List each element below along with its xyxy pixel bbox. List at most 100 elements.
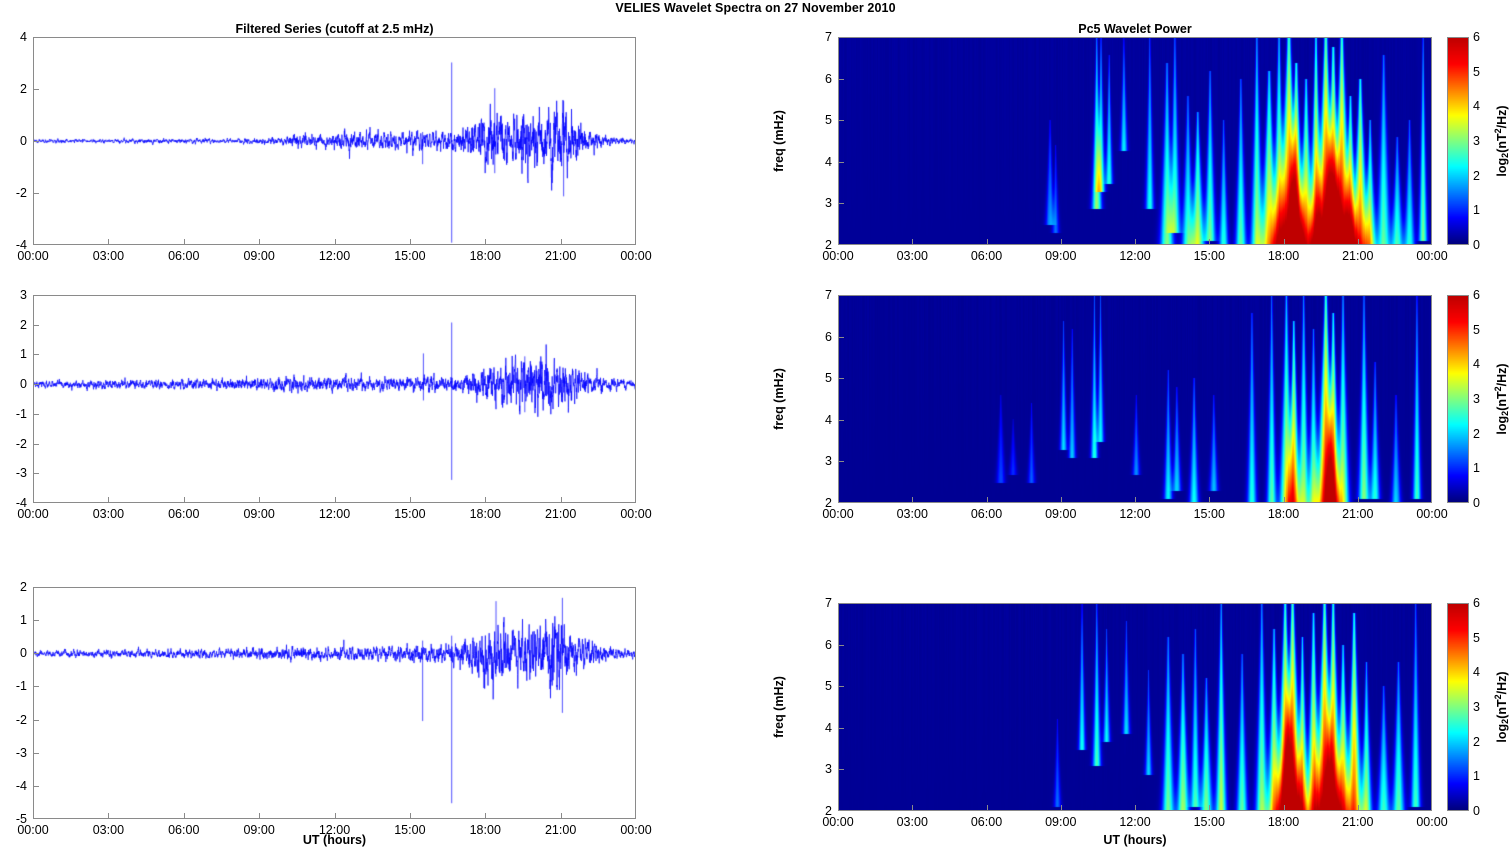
yaxis-label-wavelet-power-y: freq (mHz) [772, 368, 786, 430]
xtick-mark-filtered-series-z-4 [335, 813, 336, 818]
ytick-mark-filtered-series-z-4 [34, 686, 39, 687]
ytick-mark-filtered-series-y-4 [34, 384, 39, 385]
xtick-label-filtered-series-x-6: 18:00 [469, 249, 501, 263]
plot-canvas-filtered-series-z [34, 588, 635, 818]
ytick-label-filtered-series-y-2: -2 [15, 436, 27, 451]
ytick-mark-filtered-series-x-1 [34, 193, 39, 194]
heatmap-canvas-wavelet-power-z [839, 604, 1431, 810]
ytick-label-filtered-series-z-2: -3 [15, 745, 27, 760]
ytick-label-filtered-series-x-4: 4 [20, 29, 27, 44]
ytick-label-wavelet-power-z-0: 2 [825, 803, 832, 818]
xtick-label-filtered-series-x-4: 12:00 [318, 249, 351, 263]
ytick-label-filtered-series-y-0: -4 [15, 495, 27, 510]
axes-wavelet-power-y [838, 295, 1432, 503]
ytick-mark-filtered-series-z-6 [34, 620, 39, 621]
panel-title-filtered-series: Filtered Series (cutoff at 2.5 mHz) [235, 22, 434, 36]
xtick-mark-filtered-series-y-2 [184, 497, 185, 502]
ytick-mark-wavelet-power-y-1 [839, 461, 844, 462]
colorbar-label-wavelet-power-x: log2(nT2/Hz) [1493, 105, 1510, 177]
ytick-label-wavelet-power-x-3: 5 [825, 112, 832, 127]
ytick-label-wavelet-power-x-0: 2 [825, 237, 832, 252]
colorbar-canvas-wavelet-power-z [1448, 604, 1468, 810]
xtick-mark-wavelet-power-y-7 [1358, 497, 1359, 502]
ytick-mark-filtered-series-y-6 [34, 325, 39, 326]
plot-canvas-filtered-series-y [34, 296, 635, 502]
ytick-label-wavelet-power-x-1: 3 [825, 196, 832, 211]
xaxis-label-right: UT (hours) [1103, 833, 1167, 847]
ytick-label-wavelet-power-y-0: 2 [825, 495, 832, 510]
colorbar-wavelet-power-z [1447, 603, 1469, 811]
ytick-mark-wavelet-power-y-2 [839, 420, 844, 421]
ytick-label-filtered-series-z-0: -5 [15, 811, 27, 826]
xtick-label-wavelet-power-x-1: 03:00 [896, 249, 928, 263]
xtick-mark-filtered-series-z-1 [108, 813, 109, 818]
xtick-label-filtered-series-y-3: 09:00 [243, 507, 275, 521]
xtick-mark-filtered-series-x-5 [410, 239, 411, 244]
xtick-label-wavelet-power-x-2: 06:00 [970, 249, 1003, 263]
xtick-label-wavelet-power-z-4: 12:00 [1119, 815, 1151, 829]
xtick-mark-filtered-series-y-3 [259, 497, 260, 502]
xtick-mark-wavelet-power-y-3 [1061, 497, 1062, 502]
ytick-label-filtered-series-x-3: 2 [20, 81, 27, 96]
xtick-label-wavelet-power-z-5: 15:00 [1193, 815, 1225, 829]
figure-suptitle: VELIES Wavelet Spectra on 27 November 20… [615, 1, 896, 15]
heatmap-canvas-wavelet-power-x [839, 38, 1431, 244]
colorbar-tick-wavelet-power-x-3: 3 [1473, 133, 1480, 148]
xtick-mark-filtered-series-x-7 [561, 239, 562, 244]
ytick-mark-filtered-series-z-5 [34, 653, 39, 654]
xtick-label-filtered-series-x-0: 00:00 [17, 249, 49, 263]
axes-filtered-series-z [33, 587, 636, 819]
yaxis-label-wavelet-power-z: freq (mHz) [772, 676, 786, 738]
xtick-mark-filtered-series-y-7 [561, 497, 562, 502]
xtick-label-wavelet-power-x-4: 12:00 [1119, 249, 1151, 263]
ytick-label-filtered-series-y-6: 2 [20, 317, 27, 332]
ytick-label-wavelet-power-x-4: 6 [825, 71, 832, 86]
xtick-label-wavelet-power-y-2: 06:00 [970, 507, 1003, 521]
colorbar-tick-wavelet-power-y-1: 1 [1473, 461, 1480, 476]
xtick-mark-wavelet-power-y-1 [912, 497, 913, 502]
xtick-mark-wavelet-power-x-5 [1209, 239, 1210, 244]
colorbar-tick-wavelet-power-z-2: 2 [1473, 734, 1480, 749]
xtick-label-filtered-series-z-4: 12:00 [318, 823, 351, 837]
xtick-label-wavelet-power-z-7: 21:00 [1342, 815, 1374, 829]
xtick-mark-filtered-series-y-4 [335, 497, 336, 502]
xtick-mark-filtered-series-x-1 [108, 239, 109, 244]
ytick-label-filtered-series-z-1: -4 [15, 778, 27, 793]
ytick-label-wavelet-power-y-2: 4 [825, 412, 832, 427]
xtick-mark-filtered-series-x-6 [485, 239, 486, 244]
xtick-label-wavelet-power-z-8: 00:00 [1416, 815, 1448, 829]
ytick-label-wavelet-power-x-5: 7 [825, 29, 832, 44]
xtick-label-filtered-series-z-2: 06:00 [168, 823, 200, 837]
xtick-mark-wavelet-power-z-2 [987, 805, 988, 810]
ytick-label-filtered-series-y-7: 3 [20, 287, 27, 302]
colorbar-tick-wavelet-power-z-4: 4 [1473, 665, 1480, 680]
colorbar-canvas-wavelet-power-x [1448, 38, 1468, 244]
xtick-label-wavelet-power-y-4: 12:00 [1119, 507, 1151, 521]
xtick-mark-filtered-series-x-2 [184, 239, 185, 244]
xtick-label-filtered-series-x-7: 21:00 [544, 249, 577, 263]
ytick-mark-filtered-series-y-3 [34, 414, 39, 415]
ytick-label-filtered-series-x-0: -4 [15, 237, 27, 252]
ytick-label-filtered-series-z-3: -2 [15, 712, 27, 727]
xtick-label-filtered-series-y-8: 00:00 [620, 507, 652, 521]
xtick-label-wavelet-power-z-2: 06:00 [970, 815, 1003, 829]
ytick-label-filtered-series-x-1: -2 [15, 185, 27, 200]
xtick-mark-filtered-series-x-4 [335, 239, 336, 244]
xtick-mark-filtered-series-x-3 [259, 239, 260, 244]
ytick-label-wavelet-power-y-5: 7 [825, 287, 832, 302]
colorbar-tick-wavelet-power-y-4: 4 [1473, 357, 1480, 372]
xtick-mark-wavelet-power-z-6 [1284, 805, 1285, 810]
ytick-label-wavelet-power-y-1: 3 [825, 454, 832, 469]
xtick-mark-wavelet-power-y-5 [1209, 497, 1210, 502]
xtick-label-filtered-series-x-2: 06:00 [168, 249, 200, 263]
xtick-label-filtered-series-x-1: 03:00 [92, 249, 125, 263]
ytick-mark-filtered-series-z-2 [34, 753, 39, 754]
xtick-label-filtered-series-y-7: 21:00 [544, 507, 577, 521]
xtick-label-wavelet-power-x-7: 21:00 [1342, 249, 1374, 263]
axes-filtered-series-y [33, 295, 636, 503]
colorbar-tick-wavelet-power-y-6: 6 [1473, 287, 1480, 302]
ytick-label-wavelet-power-z-1: 3 [825, 762, 832, 777]
axes-wavelet-power-x [838, 37, 1432, 245]
xtick-label-filtered-series-y-0: 00:00 [17, 507, 49, 521]
xtick-label-wavelet-power-z-1: 03:00 [896, 815, 928, 829]
